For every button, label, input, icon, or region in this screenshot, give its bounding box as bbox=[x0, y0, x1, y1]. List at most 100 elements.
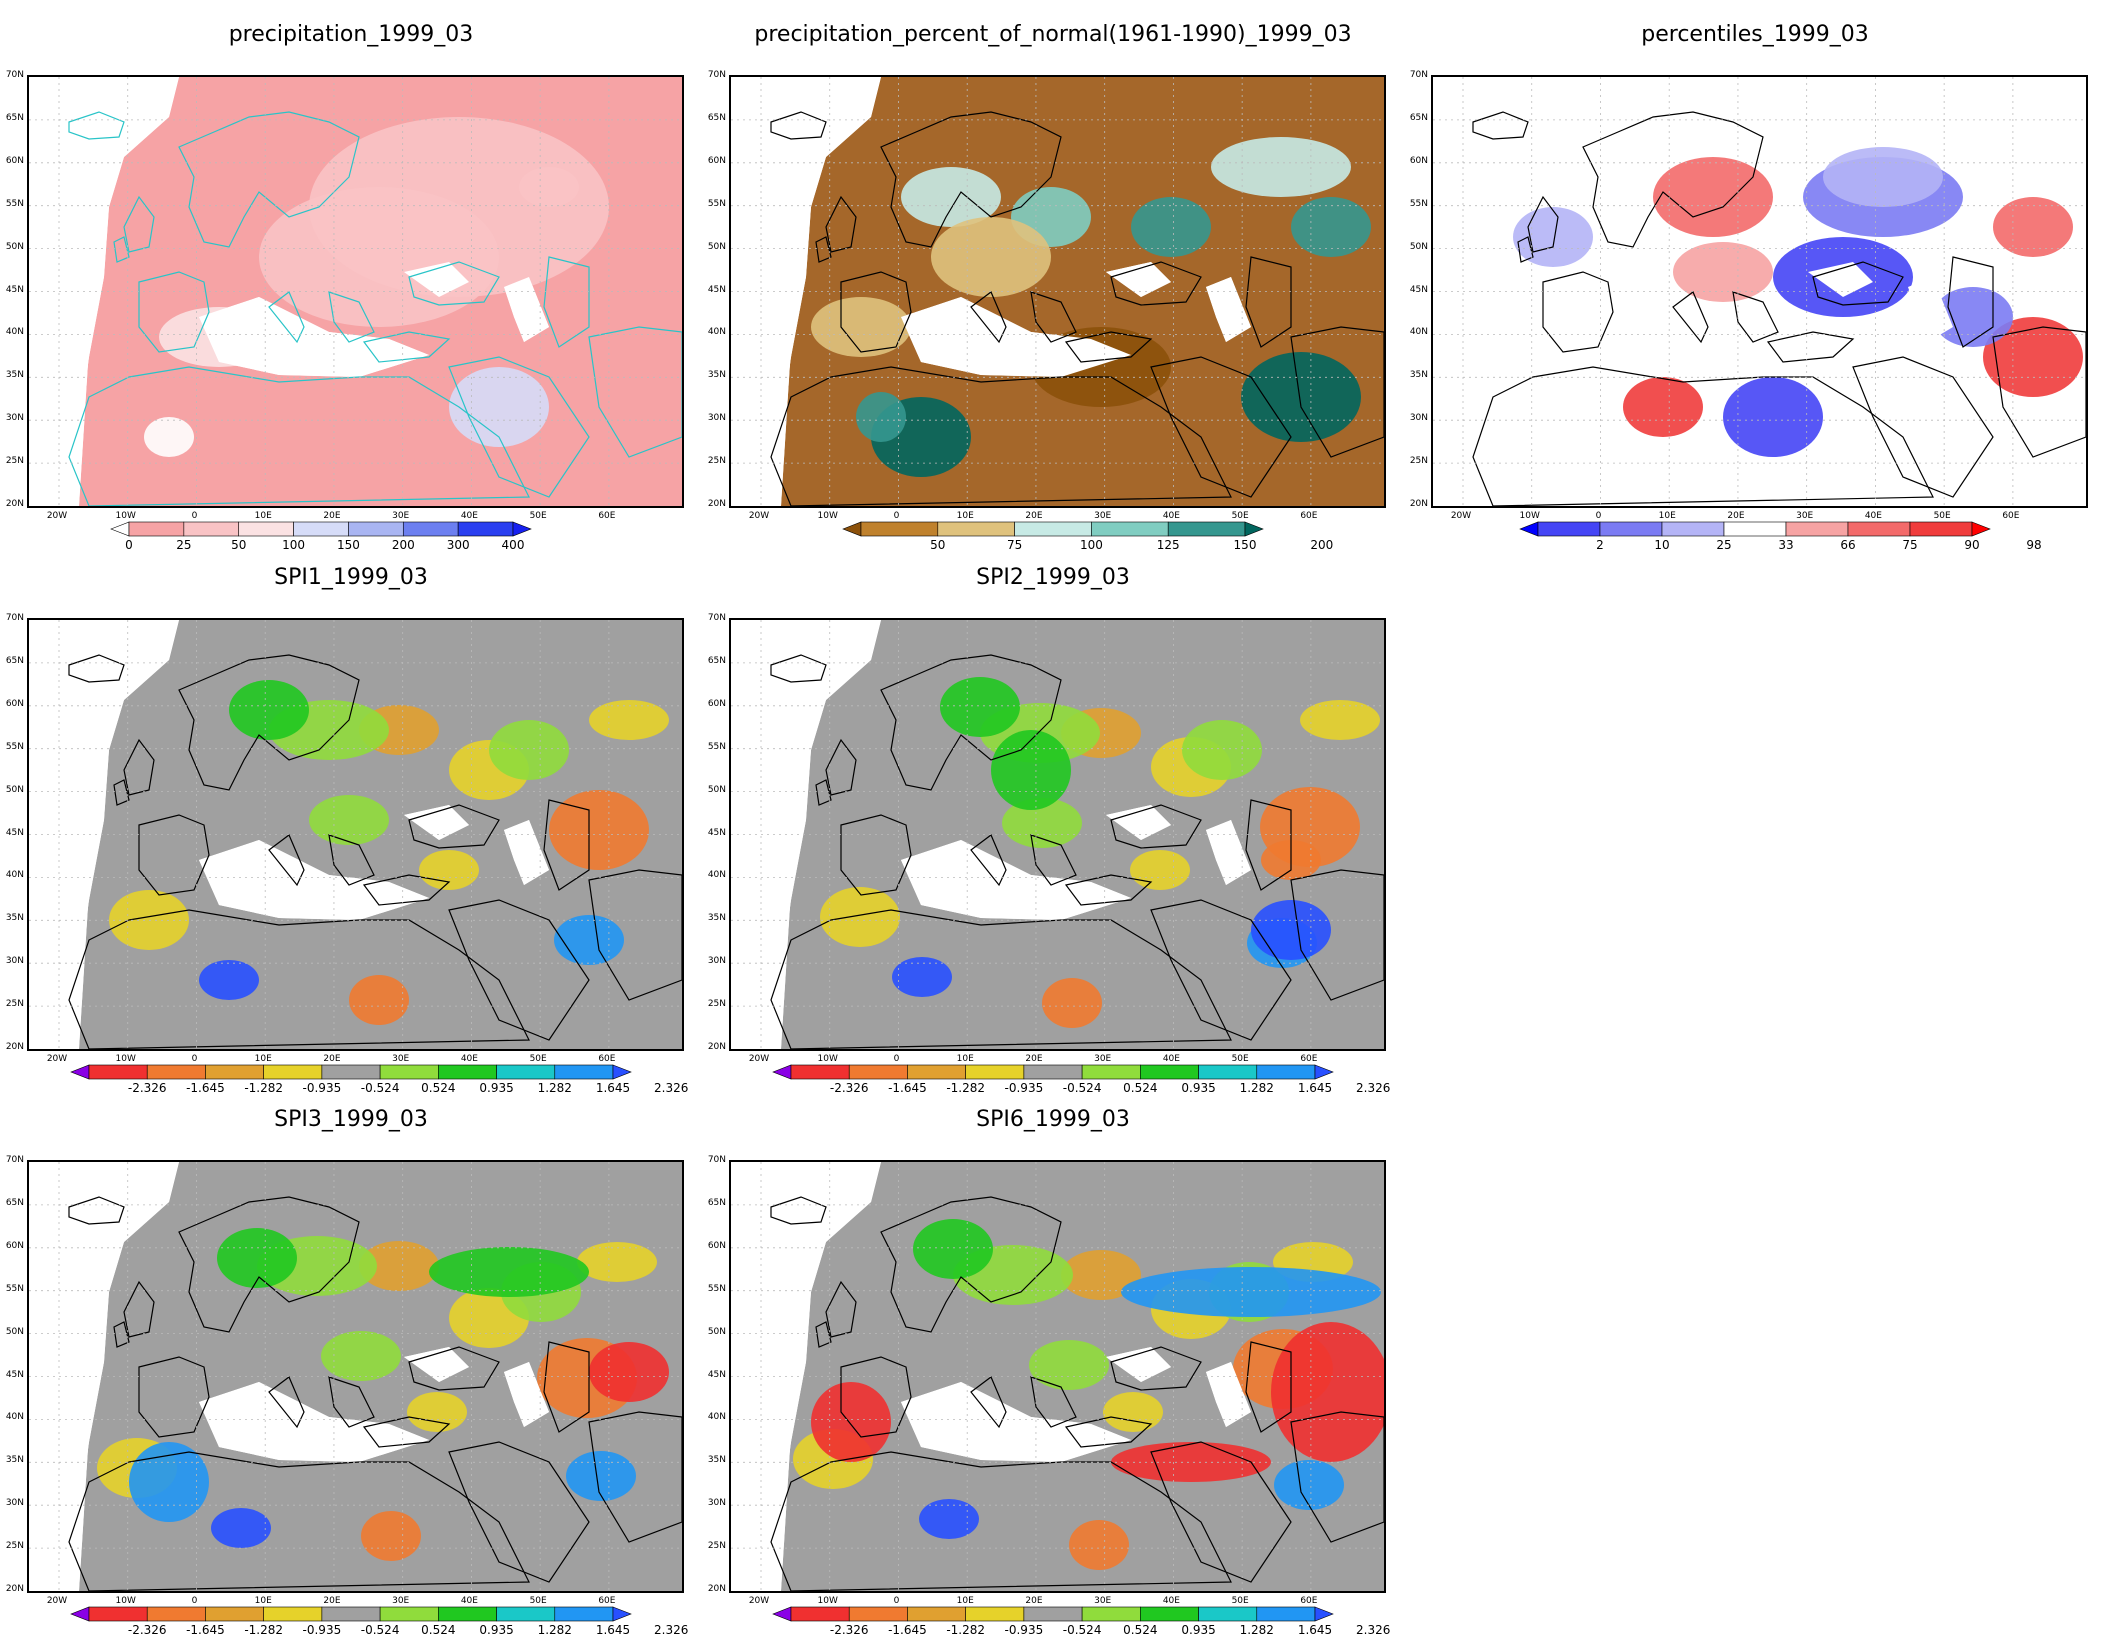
latitude-tick-label: 70N bbox=[5, 1155, 24, 1165]
latitude-tick-label: 35N bbox=[707, 913, 726, 924]
latitude-tick-label: 45N bbox=[707, 1369, 726, 1380]
longitude-tick-label: 40E bbox=[460, 1596, 478, 1606]
latitude-tick-label: 55N bbox=[1409, 198, 1428, 209]
map-title: precipitation_percent_of_normal(1961-199… bbox=[754, 22, 1352, 47]
colorbar-swatch bbox=[1014, 521, 1092, 537]
colorbar-arrow-high bbox=[612, 1606, 632, 1622]
colorbar-tick-label: -2.326 bbox=[829, 1623, 869, 1637]
colorbar-tick-label: 25 bbox=[176, 538, 192, 552]
longitude-tick-label: 50E bbox=[1933, 511, 1951, 521]
colorbar-tick-label: -0.935 bbox=[302, 1623, 342, 1637]
colorbar-tick-label: -0.935 bbox=[1004, 1623, 1044, 1637]
colorbar-arrow-high bbox=[1244, 521, 1264, 537]
colorbar-tick-label: 200 bbox=[1310, 538, 1334, 552]
colorbar-tick-label: -1.282 bbox=[946, 1081, 985, 1095]
colorbar-swatch bbox=[1847, 521, 1911, 537]
longitude-tick-label: 10W bbox=[817, 1054, 838, 1064]
longitude-tick-label: 40E bbox=[1162, 1596, 1180, 1606]
longitude-tick-label: 50E bbox=[529, 511, 547, 521]
latitude-tick-label: 65N bbox=[5, 1197, 24, 1208]
colorbar-tick-label: 0 bbox=[125, 538, 133, 552]
colorbar-tick-label: 150 bbox=[1233, 538, 1257, 552]
longitude-tick-label: 20W bbox=[46, 511, 68, 521]
longitude-tick-label: 50E bbox=[1231, 1054, 1249, 1064]
latitude-tick-label: 25N bbox=[707, 1541, 726, 1552]
colorbar-swatch bbox=[205, 1606, 264, 1622]
longitude-tick-label: 20E bbox=[323, 511, 341, 521]
latitude-tick-label: 30N bbox=[707, 413, 726, 424]
colorbar-tick-label: 0.524 bbox=[421, 1623, 456, 1637]
colorbar-swatch bbox=[1256, 1064, 1316, 1080]
colorbar-swatch bbox=[321, 1064, 381, 1080]
latitude-tick-label: 70N bbox=[707, 70, 726, 80]
colorbar-swatch bbox=[146, 1064, 206, 1080]
colorbar-swatch bbox=[1599, 521, 1663, 537]
colorbar-arrow-low bbox=[70, 1064, 90, 1080]
map-panel-percentiles: percentiles_1999_03 70N 65N 60N 55N 50N 45N 40N… bbox=[1404, 20, 2106, 552]
colorbar-swatch bbox=[1198, 1606, 1258, 1622]
longitude-tick-label: 10W bbox=[817, 511, 838, 521]
colorbar-swatch bbox=[965, 1064, 1025, 1080]
longitude-tick-label: 0 bbox=[1595, 511, 1602, 521]
latitude-tick-label: 70N bbox=[5, 70, 24, 80]
colorbar bbox=[1519, 521, 1991, 537]
latitude-tick-label: 70N bbox=[1409, 70, 1428, 80]
colorbar-arrow-low bbox=[70, 1606, 90, 1622]
colorbar-swatch bbox=[205, 1064, 264, 1080]
latitude-tick-label: 50N bbox=[1409, 241, 1428, 252]
longitude-tick-label: 20W bbox=[46, 1054, 68, 1064]
colorbar-tick-label: 98 bbox=[2026, 538, 2042, 552]
latitude-tick-label: 55N bbox=[5, 741, 24, 752]
longitude-tick-label: 10E bbox=[956, 511, 974, 521]
colorbar-swatch bbox=[263, 1064, 323, 1080]
latitude-tick-label: 40N bbox=[1409, 327, 1428, 338]
colorbar-tick-label: 400 bbox=[501, 538, 525, 552]
colorbar-tick-label: 1.282 bbox=[537, 1081, 572, 1095]
latitude-tick-label: 25N bbox=[5, 999, 24, 1010]
longitude-tick-label: 50E bbox=[1231, 511, 1249, 521]
latitude-tick-label: 55N bbox=[707, 1283, 726, 1294]
colorbar-tick-label: 33 bbox=[1778, 538, 1794, 552]
colorbar-tick-label: -1.645 bbox=[186, 1623, 225, 1637]
latitude-tick-label: 65N bbox=[5, 112, 24, 123]
longitude-tick-label: 20W bbox=[46, 1596, 68, 1606]
colorbar-swatch bbox=[1256, 1606, 1316, 1622]
longitude-tick-label: 60E bbox=[598, 1596, 616, 1606]
longitude-tick-label: 0 bbox=[893, 1054, 900, 1064]
colorbar-tick-label: 1.282 bbox=[537, 1623, 572, 1637]
colorbar-swatch bbox=[348, 521, 404, 537]
colorbar-arrow-low bbox=[772, 1606, 792, 1622]
map-title: SPI2_1999_03 bbox=[976, 565, 1130, 590]
colorbar-arrow-low bbox=[110, 521, 130, 537]
latitude-tick-label: 25N bbox=[5, 1541, 24, 1552]
colorbar-swatch bbox=[321, 1606, 381, 1622]
latitude-tick-label: 40N bbox=[5, 327, 24, 338]
colorbar-tick-label: 0.524 bbox=[421, 1081, 456, 1095]
longitude-tick-label: 30E bbox=[392, 1054, 410, 1064]
longitude-tick-label: 30E bbox=[1094, 1596, 1112, 1606]
longitude-tick-label: 30E bbox=[392, 1596, 410, 1606]
latitude-tick-label: 45N bbox=[1409, 284, 1428, 295]
longitude-tick-label: 10E bbox=[254, 1054, 272, 1064]
longitude-tick-label: 10W bbox=[115, 511, 136, 521]
longitude-tick-label: 20E bbox=[323, 1054, 341, 1064]
colorbar-arrow-high bbox=[1314, 1606, 1334, 1622]
colorbar-swatch bbox=[1909, 521, 1973, 537]
latitude-tick-label: 45N bbox=[707, 827, 726, 838]
longitude-tick-label: 20E bbox=[1025, 511, 1043, 521]
colorbar-swatch bbox=[379, 1606, 439, 1622]
longitude-tick-label: 30E bbox=[392, 511, 410, 521]
colorbar-tick-label: 75 bbox=[1006, 538, 1023, 552]
colorbar-tick-label: -0.935 bbox=[1004, 1081, 1044, 1095]
field-map bbox=[29, 77, 682, 506]
colorbar-swatch bbox=[146, 1606, 206, 1622]
colorbar-swatch bbox=[554, 1064, 614, 1080]
longitude-tick-label: 20W bbox=[748, 1054, 770, 1064]
longitude-tick-label: 40E bbox=[1864, 511, 1882, 521]
latitude-tick-label: 30N bbox=[1409, 413, 1428, 424]
latitude-tick-label: 40N bbox=[5, 1412, 24, 1423]
colorbar-tick-label: 0.935 bbox=[479, 1081, 514, 1095]
longitude-tick-label: 0 bbox=[893, 511, 900, 521]
latitude-tick-label: 55N bbox=[5, 198, 24, 209]
latitude-tick-label: 25N bbox=[5, 456, 24, 467]
